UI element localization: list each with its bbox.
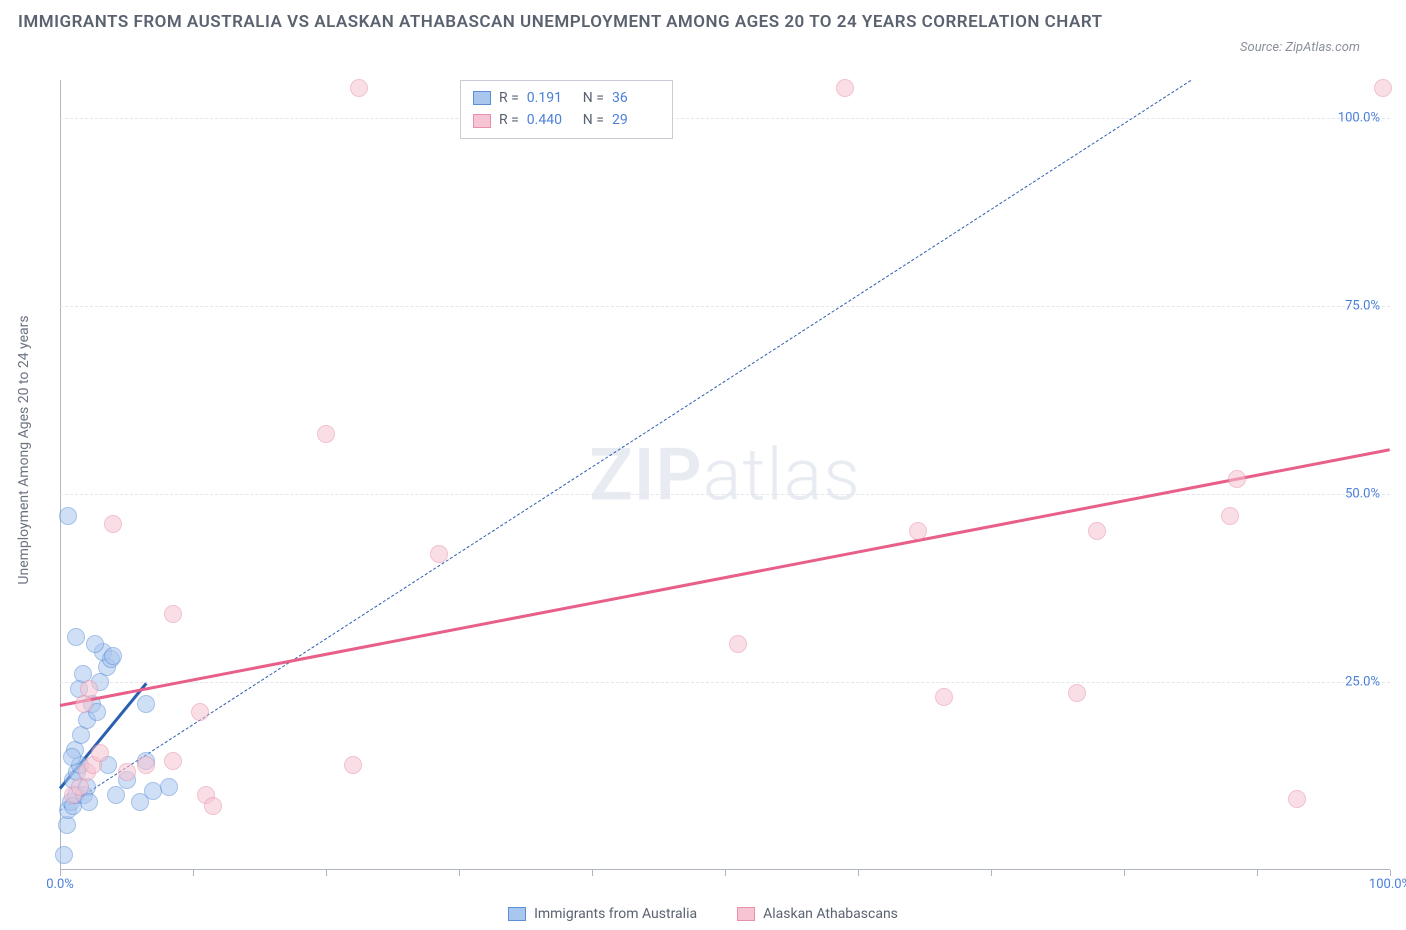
- data-point-athabascan: [836, 79, 854, 97]
- data-point-australia: [80, 793, 98, 811]
- legend-swatch: [473, 114, 491, 128]
- data-point-athabascan: [344, 756, 362, 774]
- gridline: [60, 494, 1390, 495]
- data-point-athabascan: [1228, 470, 1246, 488]
- data-point-athabascan: [350, 79, 368, 97]
- y-tick-label: 100.0%: [1338, 110, 1380, 125]
- data-point-australia: [137, 695, 155, 713]
- data-point-athabascan: [935, 688, 953, 706]
- legend-item: Alaskan Athabascans: [737, 906, 898, 922]
- x-tick: [725, 870, 726, 876]
- x-tick: [459, 870, 460, 876]
- data-point-australia: [107, 786, 125, 804]
- data-point-athabascan: [909, 522, 927, 540]
- data-point-athabascan: [164, 605, 182, 623]
- legend-swatch: [473, 91, 491, 105]
- x-tick: [592, 870, 593, 876]
- x-tick: [1124, 870, 1125, 876]
- data-point-australia: [55, 846, 73, 864]
- trend-line-dashed: [60, 80, 1191, 811]
- legend-r-value: 0.440: [527, 109, 575, 131]
- data-point-athabascan: [317, 425, 335, 443]
- data-point-australia: [104, 647, 122, 665]
- scatter-chart: ZIPatlas 25.0%50.0%75.0%100.0%0.0%100.0%…: [60, 80, 1390, 870]
- legend-n-value: 29: [612, 109, 660, 131]
- x-tick: [1257, 870, 1258, 876]
- legend-label: Alaskan Athabascans: [763, 906, 898, 922]
- series-legend: Immigrants from Australia Alaskan Athabas…: [0, 906, 1406, 922]
- x-tick: [60, 870, 61, 876]
- x-tick: [326, 870, 327, 876]
- data-point-athabascan: [118, 763, 136, 781]
- data-point-australia: [59, 507, 77, 525]
- legend-label: Immigrants from Australia: [534, 906, 697, 922]
- x-tick: [193, 870, 194, 876]
- x-tick: [1390, 870, 1391, 876]
- y-axis-label: Unemployment Among Ages 20 to 24 years: [16, 315, 32, 584]
- y-tick-label: 50.0%: [1345, 486, 1380, 501]
- legend-swatch: [508, 907, 526, 921]
- data-point-athabascan: [91, 744, 109, 762]
- data-point-australia: [67, 628, 85, 646]
- chart-title: IMMIGRANTS FROM AUSTRALIA VS ALASKAN ATH…: [18, 10, 1118, 36]
- data-point-athabascan: [1374, 79, 1392, 97]
- legend-n-label: N =: [583, 87, 604, 109]
- x-tick: [991, 870, 992, 876]
- data-point-australia: [144, 782, 162, 800]
- data-point-athabascan: [164, 752, 182, 770]
- legend-n-label: N =: [583, 109, 604, 131]
- data-point-athabascan: [1068, 684, 1086, 702]
- data-point-athabascan: [75, 695, 93, 713]
- y-tick-label: 25.0%: [1345, 674, 1380, 689]
- data-point-athabascan: [104, 515, 122, 533]
- legend-item: Immigrants from Australia: [508, 906, 697, 922]
- x-tick-label: 100.0%: [1369, 877, 1406, 892]
- stats-legend: R = 0.191 N = 36 R = 0.440 N = 29: [460, 80, 673, 139]
- legend-r-value: 0.191: [527, 87, 575, 109]
- legend-stat-row: R = 0.191 N = 36: [473, 87, 660, 109]
- data-point-athabascan: [1221, 507, 1239, 525]
- legend-stat-row: R = 0.440 N = 29: [473, 109, 660, 131]
- x-tick-label: 0.0%: [46, 877, 74, 892]
- trend-line: [60, 449, 1390, 707]
- data-point-athabascan: [137, 756, 155, 774]
- data-point-athabascan: [729, 635, 747, 653]
- data-point-athabascan: [1288, 790, 1306, 808]
- gridline: [60, 306, 1390, 307]
- source-attribution: Source: ZipAtlas.com: [1240, 40, 1360, 55]
- data-point-athabascan: [191, 703, 209, 721]
- y-axis-line: [60, 80, 61, 870]
- x-tick: [858, 870, 859, 876]
- data-point-athabascan: [430, 545, 448, 563]
- data-point-athabascan: [1088, 522, 1106, 540]
- data-point-australia: [86, 635, 104, 653]
- data-point-athabascan: [204, 797, 222, 815]
- legend-r-label: R =: [499, 87, 519, 109]
- y-tick-label: 75.0%: [1345, 298, 1380, 313]
- data-point-australia: [63, 748, 81, 766]
- gridline: [60, 118, 1390, 119]
- legend-r-label: R =: [499, 109, 519, 131]
- legend-n-value: 36: [612, 87, 660, 109]
- data-point-australia: [160, 778, 178, 796]
- legend-swatch: [737, 907, 755, 921]
